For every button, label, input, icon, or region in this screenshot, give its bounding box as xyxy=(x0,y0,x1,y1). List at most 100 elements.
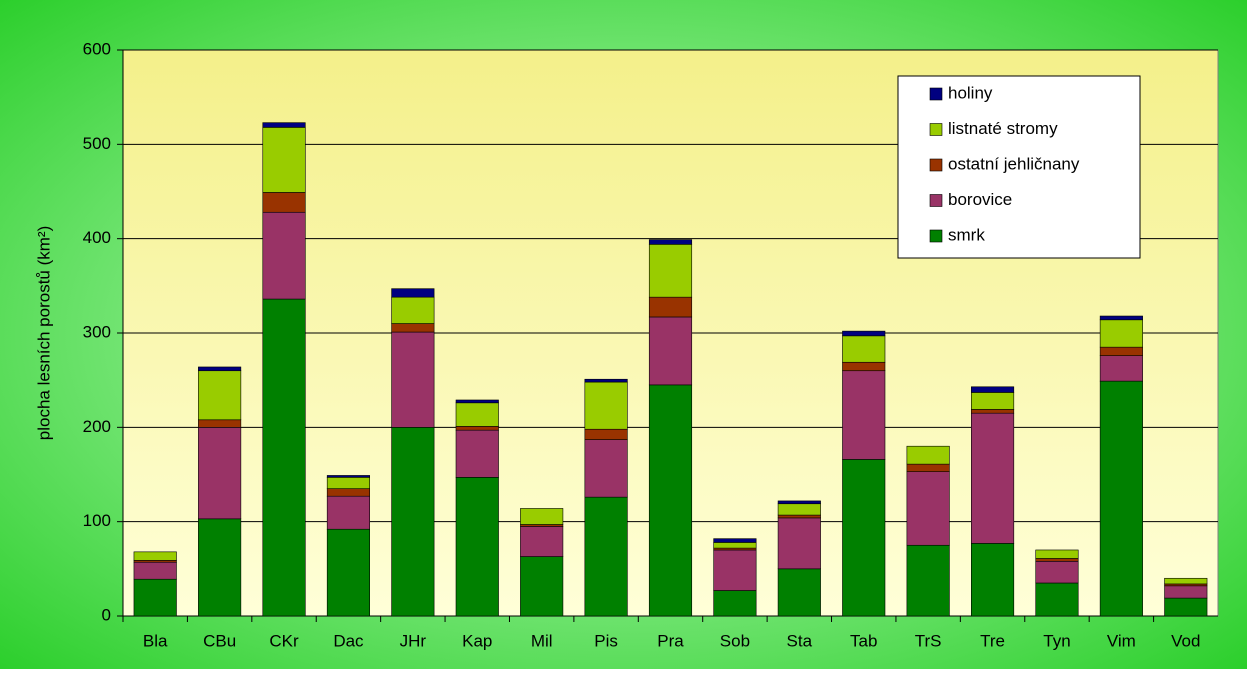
bar-segment xyxy=(842,335,886,363)
bar-segment xyxy=(1164,577,1208,585)
bar-segment xyxy=(648,244,693,298)
x-tick-label: Sob xyxy=(720,631,750,650)
bar-segment xyxy=(455,402,499,427)
y-tick-label: 100 xyxy=(83,511,111,530)
legend-label: holiny xyxy=(948,83,993,102)
bar-segment xyxy=(648,239,693,245)
y-tick-label: 500 xyxy=(83,134,111,153)
bar-segment xyxy=(777,568,821,617)
bar-segment xyxy=(971,543,1015,617)
y-axis-label: plocha lesních porostů (km²) xyxy=(34,226,53,440)
legend-swatch xyxy=(929,229,943,243)
x-tick-label: Vim xyxy=(1107,631,1136,650)
bar-segment xyxy=(648,296,693,318)
bar-segment xyxy=(1035,582,1079,617)
bar-segment xyxy=(713,590,757,617)
bar-segment xyxy=(198,427,242,520)
bar-segment xyxy=(906,471,950,546)
legend-swatch xyxy=(929,158,943,172)
bar-segment xyxy=(1035,558,1079,562)
y-tick-label: 300 xyxy=(83,322,111,341)
bar-segment xyxy=(326,475,370,478)
bar-segment xyxy=(906,544,950,617)
legend-label: ostatní jehličnany xyxy=(948,154,1080,173)
legend-label: borovice xyxy=(948,190,1012,209)
x-tick-label: JHr xyxy=(400,631,427,650)
bar-segment xyxy=(455,426,499,431)
bar-segment xyxy=(648,316,693,386)
bar-segment xyxy=(713,549,757,591)
bar-segment xyxy=(906,445,950,465)
bar-segment xyxy=(520,556,564,617)
bar-segment xyxy=(1099,315,1143,321)
bar-segment xyxy=(584,381,628,430)
bar-segment xyxy=(1035,560,1079,584)
bar-segment xyxy=(520,508,564,525)
bar-segment xyxy=(842,370,886,460)
x-tick-label: TrS xyxy=(915,631,942,650)
bar-segment xyxy=(777,503,821,516)
bar-segment xyxy=(198,366,242,372)
bar-segment xyxy=(842,330,886,337)
bar-segment xyxy=(777,500,821,505)
bar-segment xyxy=(198,370,242,421)
bar-segment xyxy=(1099,380,1143,617)
bar-segment xyxy=(391,427,435,617)
bar-segment xyxy=(262,127,306,193)
bar-segment xyxy=(262,298,306,617)
legend-label: smrk xyxy=(948,225,985,244)
bar-segment xyxy=(391,331,435,428)
bar-segment xyxy=(971,409,1015,414)
x-tick-label: Pis xyxy=(594,631,618,650)
bar-segment xyxy=(133,578,177,617)
y-tick-label: 400 xyxy=(83,228,111,247)
bar-segment xyxy=(842,361,886,372)
x-tick-label: Pra xyxy=(657,631,684,650)
bar-segment xyxy=(326,528,370,617)
legend-swatch xyxy=(929,87,943,101)
legend-label: listnaté stromy xyxy=(948,119,1058,138)
bar-segment xyxy=(777,517,821,570)
x-tick-label: Bla xyxy=(143,631,168,650)
bar-segment xyxy=(1099,319,1143,348)
bar-segment xyxy=(584,439,628,498)
bar-segment xyxy=(391,296,435,324)
bar-segment xyxy=(455,477,499,617)
legend-swatch xyxy=(929,194,943,207)
x-tick-label: Tre xyxy=(980,631,1005,650)
bar-segment xyxy=(713,542,757,549)
bar-segment xyxy=(391,323,435,333)
y-tick-label: 0 xyxy=(102,605,111,624)
bar-segment xyxy=(1164,597,1208,617)
bar-segment xyxy=(713,538,757,543)
x-tick-label: CKr xyxy=(269,631,299,650)
bar-segment xyxy=(906,463,950,472)
bar-segment xyxy=(1164,585,1208,599)
bar-segment xyxy=(584,378,628,383)
bar-segment xyxy=(1099,355,1143,382)
bar-segment xyxy=(198,518,242,617)
bar-segment xyxy=(133,561,177,580)
y-tick-label: 200 xyxy=(83,417,111,436)
bar-segment xyxy=(133,551,177,561)
bar-segment xyxy=(455,429,499,478)
bar-segment xyxy=(971,392,1015,410)
bar-segment xyxy=(584,428,628,440)
bar-segment xyxy=(262,122,306,128)
bar-segment xyxy=(1035,549,1079,559)
x-tick-label: Dac xyxy=(333,631,364,650)
bar-segment xyxy=(262,211,306,300)
bar-segment xyxy=(971,412,1015,544)
bar-segment xyxy=(262,192,306,213)
legend-swatch xyxy=(929,123,943,136)
bar-segment xyxy=(326,495,370,530)
bar-segment xyxy=(1099,346,1143,356)
bar-segment xyxy=(842,459,886,617)
bar-segment xyxy=(520,526,564,557)
x-tick-label: Vod xyxy=(1171,631,1200,650)
x-tick-label: Tab xyxy=(850,631,877,650)
bar-segment xyxy=(326,488,370,497)
bar-segment xyxy=(648,384,693,617)
x-tick-label: Mil xyxy=(531,631,553,650)
x-tick-label: CBu xyxy=(203,631,236,650)
